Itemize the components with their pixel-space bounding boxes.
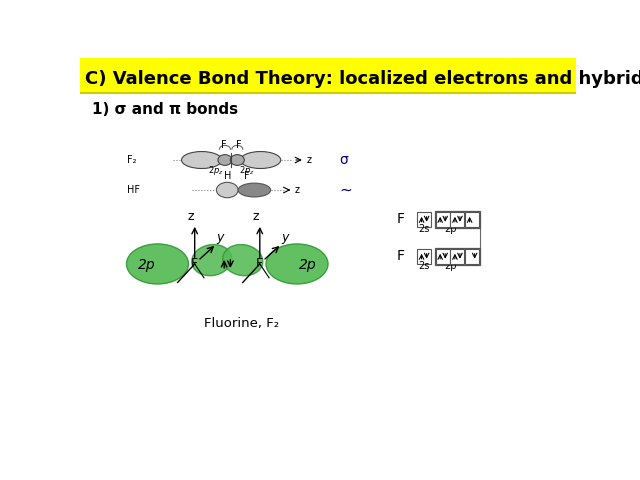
- Bar: [451, 249, 465, 264]
- Bar: [465, 249, 479, 264]
- Ellipse shape: [266, 244, 328, 284]
- Text: z: z: [307, 155, 311, 165]
- Text: 1) σ and π bonds: 1) σ and π bonds: [92, 102, 237, 118]
- Text: $2p_z$: $2p_z$: [208, 164, 223, 177]
- Text: z: z: [188, 210, 194, 223]
- Text: ~: ~: [340, 182, 353, 198]
- Ellipse shape: [182, 152, 222, 168]
- Text: F: F: [221, 140, 226, 150]
- Text: C) Valence Bond Theory: localized electrons and hybridization: C) Valence Bond Theory: localized electr…: [85, 70, 640, 88]
- Text: 2p: 2p: [299, 259, 317, 273]
- Ellipse shape: [223, 244, 263, 276]
- Text: 2p: 2p: [138, 259, 156, 273]
- Text: z: z: [253, 210, 259, 223]
- Text: F: F: [396, 249, 404, 263]
- Text: 2p: 2p: [444, 224, 457, 234]
- Text: $2p_z$: $2p_z$: [239, 164, 255, 177]
- Ellipse shape: [192, 244, 232, 276]
- Bar: [465, 212, 479, 227]
- Text: y: y: [282, 231, 289, 244]
- Ellipse shape: [230, 155, 244, 166]
- Bar: [436, 249, 450, 264]
- Text: H: H: [225, 171, 232, 181]
- Ellipse shape: [238, 183, 271, 197]
- Bar: [451, 212, 465, 227]
- Text: σ: σ: [340, 153, 348, 167]
- Text: F: F: [236, 140, 242, 150]
- Ellipse shape: [216, 182, 238, 198]
- Text: 2p: 2p: [444, 261, 457, 271]
- Text: y: y: [216, 231, 224, 244]
- Text: 2s: 2s: [419, 224, 430, 234]
- Bar: [417, 212, 431, 227]
- Bar: [435, 248, 479, 265]
- Text: F: F: [396, 212, 404, 226]
- Bar: [417, 249, 431, 264]
- Ellipse shape: [127, 244, 189, 284]
- Text: F: F: [244, 171, 250, 181]
- Text: F₂: F₂: [127, 155, 136, 165]
- Bar: [435, 211, 479, 228]
- Text: HF: HF: [127, 185, 140, 195]
- Ellipse shape: [241, 152, 281, 168]
- Text: 2s: 2s: [419, 261, 430, 271]
- Ellipse shape: [218, 155, 232, 166]
- Text: Fluorine, F₂: Fluorine, F₂: [204, 317, 279, 330]
- Bar: [80, 58, 576, 93]
- Text: F: F: [256, 257, 264, 270]
- Bar: [436, 212, 450, 227]
- Text: F: F: [191, 257, 198, 270]
- Text: z: z: [294, 185, 300, 195]
